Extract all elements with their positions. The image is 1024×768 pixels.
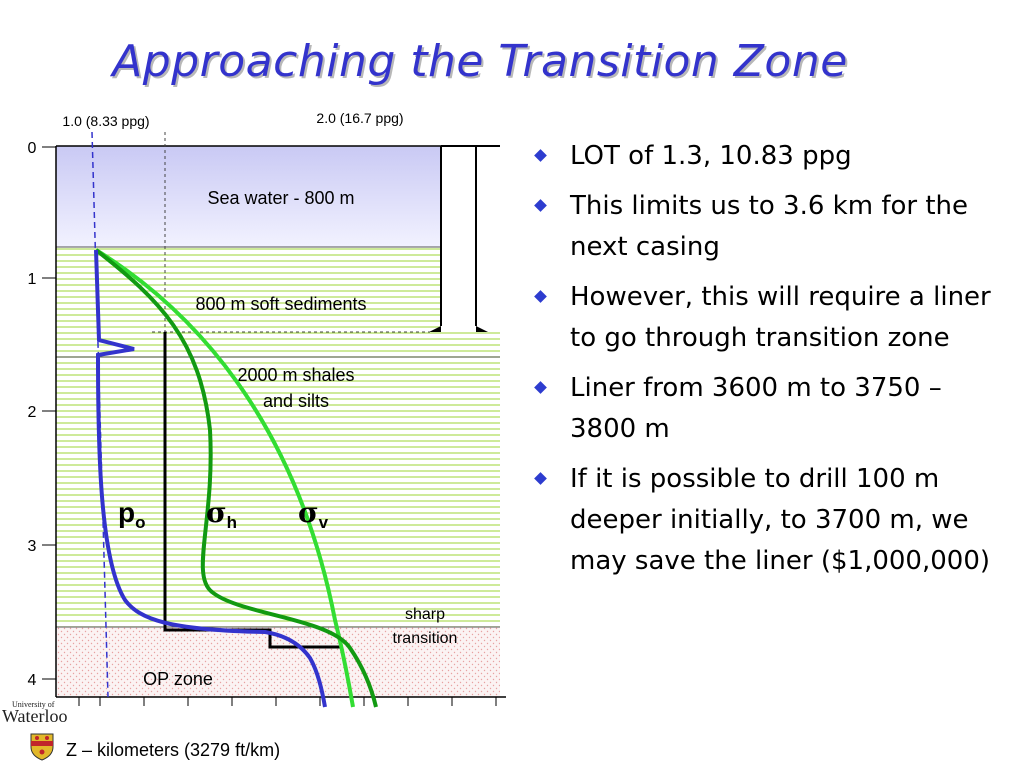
bullet-text: Liner from 3600 m to 3750 – 3800 m	[570, 373, 942, 444]
bullet-text: However, this will require a liner to go…	[570, 282, 991, 353]
casing-string-outer	[441, 146, 501, 332]
sigma-v-curve	[94, 248, 355, 708]
depth-tick-label: 0	[28, 140, 37, 157]
bullet-text: If it is possible to drill 100 m deeper …	[570, 464, 990, 576]
bullet-item: If it is possible to drill 100 m deeper …	[532, 459, 1012, 582]
bullet-text: LOT of 1.3, 10.83 ppg	[570, 141, 852, 171]
shale-layer	[56, 357, 500, 627]
bullet-item: Liner from 3600 m to 3750 – 3800 m	[532, 368, 1012, 450]
sea-water-label: Sea water - 800 m	[207, 188, 354, 208]
shales-label-line1: 2000 m shales	[237, 365, 354, 385]
transition-label-line1: sharp	[405, 606, 445, 623]
top-axis-label-1: 1.0 (8.33 ppg)	[62, 113, 149, 129]
depth-tick-label: 1	[28, 271, 37, 288]
op-zone-layer	[56, 627, 500, 697]
depth-tick-label: 3	[28, 538, 37, 555]
bullet-text: This limits us to 3.6 km for the next ca…	[570, 191, 968, 262]
top-axis-label-2: 2.0 (16.7 ppg)	[316, 110, 403, 126]
bullet-item: However, this will require a liner to go…	[532, 277, 1012, 359]
sigma-h-curve	[94, 248, 378, 708]
bullet-item: This limits us to 3.6 km for the next ca…	[532, 186, 1012, 268]
university-crest-icon	[30, 733, 54, 761]
sea-water-layer	[56, 146, 500, 247]
depth-tick-label: 2	[28, 404, 37, 421]
diamond-bullet-icon	[534, 149, 547, 162]
pore-pressure-curve	[94, 249, 327, 708]
op-zone-label: OP zone	[143, 669, 213, 689]
depth-ticks	[42, 146, 56, 680]
bullet-list: LOT of 1.3, 10.83 ppg This limits us to …	[532, 136, 1012, 591]
soft-sediment-layer	[56, 247, 500, 357]
bottom-ticks	[78, 697, 497, 706]
diamond-bullet-icon	[534, 381, 547, 394]
sigma-v-label: σv	[298, 496, 329, 532]
transition-label-line2: transition	[393, 630, 458, 647]
depth-tick-label: 4	[28, 672, 37, 689]
depth-axis-title: Z – kilometers (3279 ft/km)	[66, 740, 280, 760]
logo-main-text: Waterloo	[2, 706, 68, 726]
mud-weight-step-line	[163, 332, 342, 649]
po-label: po	[118, 497, 146, 532]
diamond-bullet-icon	[534, 290, 547, 303]
soft-sediments-label: 800 m soft sediments	[195, 294, 366, 314]
bullet-item: LOT of 1.3, 10.83 ppg	[532, 136, 1012, 177]
diamond-bullet-icon	[534, 472, 547, 485]
logo-small-text: University of	[12, 700, 55, 709]
sigma-h-label: σh	[206, 496, 237, 532]
university-logo: University of Waterloo	[2, 700, 68, 727]
slide-title: Approaching the Transition Zone	[112, 36, 848, 87]
shales-label-line2: and silts	[263, 391, 329, 411]
diamond-bullet-icon	[534, 199, 547, 212]
